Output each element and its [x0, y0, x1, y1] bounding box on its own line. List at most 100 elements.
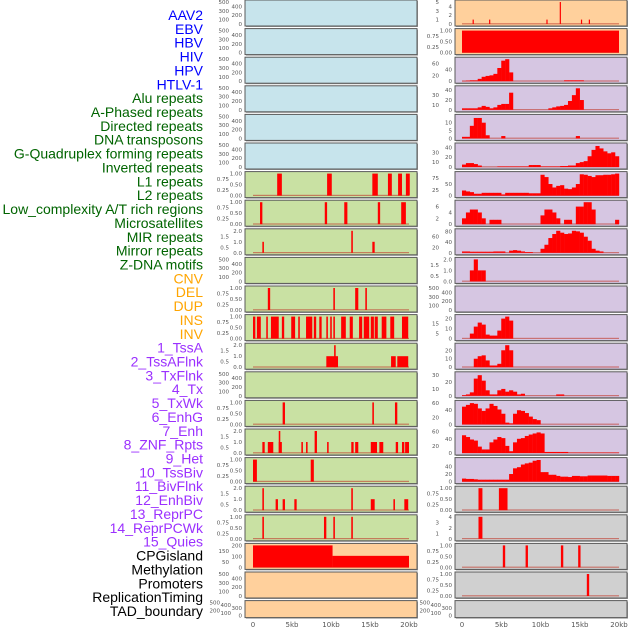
y-tick-label: 0 — [449, 537, 453, 543]
baseline — [462, 109, 619, 111]
left-panel: 0.0 0.5 1.0 1.5 2.0 — [220, 228, 418, 257]
signal-bar — [370, 316, 374, 339]
profile-bin — [552, 187, 557, 196]
profile-bin — [497, 219, 502, 225]
y-tick-label: 400 — [232, 576, 243, 582]
y-tick-label: 1.00 — [230, 315, 243, 321]
profile-bin — [465, 212, 471, 225]
signal-bar — [391, 356, 396, 368]
profile-bin — [501, 194, 506, 196]
left-panel: 0.0 0.5 1.0 1.5 2.0 — [220, 428, 418, 457]
profile-bin — [579, 476, 584, 482]
y-tick-label: 0 — [449, 451, 453, 457]
profile-bin — [501, 136, 506, 139]
y-tick-label: 400 — [232, 90, 243, 96]
y-tick-label: 0.5 — [220, 360, 229, 366]
profile-bin — [603, 475, 608, 482]
baseline — [462, 280, 619, 282]
profile-bin — [509, 92, 514, 110]
profile-bin — [481, 270, 486, 282]
y-tick-label: 40 — [445, 240, 452, 246]
profile-bin — [564, 476, 569, 482]
profile-bin — [564, 219, 569, 225]
y-tick-label: 20 — [432, 245, 439, 251]
profile-bin — [489, 219, 494, 225]
panel-background — [244, 571, 418, 599]
signal-bar — [267, 288, 271, 310]
y-tick-label: 400 — [232, 62, 243, 68]
profile-bin — [528, 252, 533, 253]
y-tick-label: 0.50 — [230, 469, 243, 475]
signal-bar — [260, 202, 263, 225]
y-tick-label: 300 — [219, 581, 230, 587]
y-tick-label: 10 — [432, 103, 439, 109]
y-tick-label: 200 — [232, 543, 243, 549]
profile-bin — [513, 391, 518, 396]
profile-bin — [477, 193, 482, 196]
baseline — [462, 395, 619, 397]
y-tick-label: 0.00 — [230, 308, 243, 314]
y-tick-label: 3 — [436, 9, 440, 15]
y-tick-label: 20 — [445, 472, 452, 478]
panel-background — [244, 485, 418, 513]
panel-background — [454, 0, 628, 27]
y-tick-label: 1.5 — [430, 263, 439, 269]
y-tick-label: 0.25 — [217, 331, 230, 337]
profile-bin — [575, 475, 580, 482]
profile-bin — [579, 162, 584, 167]
y-tick-label: 1.00 — [230, 515, 243, 521]
track-label: G-Quadruplex forming repeats — [14, 146, 203, 162]
panel-background — [244, 85, 418, 113]
track-label: 15_Quies — [143, 534, 203, 550]
profile-bin — [473, 378, 478, 396]
y-tick-label: 0 — [239, 108, 243, 114]
profile-bin — [473, 259, 478, 282]
y-tick-label: 0.25 — [427, 589, 440, 595]
y-tick-label: 0.50 — [230, 411, 243, 417]
profile-bin — [571, 165, 577, 167]
y-tick-label: 1.00 — [230, 172, 243, 178]
signal-bar — [355, 288, 359, 310]
profile-bin — [575, 136, 580, 139]
profile-bin — [571, 95, 577, 110]
profile-bin — [556, 230, 561, 253]
y-tick-label: 0 — [449, 480, 453, 486]
profile-bin — [560, 394, 565, 396]
profile-bin — [513, 192, 518, 196]
y-tick-label: 15 — [432, 322, 439, 328]
profile-bin — [615, 219, 620, 225]
signal-bar — [306, 316, 313, 339]
y-tick-label: 10 — [445, 121, 452, 127]
panel-background — [244, 285, 418, 313]
profile-bin — [493, 479, 498, 482]
profile-bin — [462, 435, 467, 453]
profile-bin — [528, 193, 533, 196]
y-tick-label: 10 — [445, 327, 452, 333]
profile-bin — [469, 192, 474, 196]
y-tick-label: 20 — [445, 348, 452, 354]
profile-bin — [462, 164, 467, 167]
profile-bin — [485, 408, 490, 425]
profile-bin — [560, 185, 565, 196]
y-tick-label: 400 — [442, 290, 453, 296]
panel-background — [244, 256, 418, 284]
baseline — [462, 566, 619, 568]
baseline — [253, 223, 409, 225]
x-tick-label: 20kb — [400, 621, 418, 629]
y-tick-label: 1.0 — [443, 268, 452, 274]
signal-bar — [355, 442, 359, 453]
signal-bar — [294, 499, 297, 511]
y-tick-label: 0 — [449, 194, 453, 200]
y-tick-label: 6 — [436, 205, 440, 211]
profile-bin — [599, 251, 604, 253]
y-tick-label: 0 — [449, 108, 453, 114]
track-label: L1 repeats — [137, 173, 203, 189]
y-tick-label: 5 — [449, 129, 453, 135]
track-label: CPGisland — [136, 548, 203, 564]
profile-bin — [595, 250, 600, 253]
profile-bin — [462, 218, 467, 225]
x-tick-label: 5kb — [495, 621, 509, 629]
profile-bin — [509, 350, 514, 368]
y-tick-label: 200 — [232, 385, 243, 391]
